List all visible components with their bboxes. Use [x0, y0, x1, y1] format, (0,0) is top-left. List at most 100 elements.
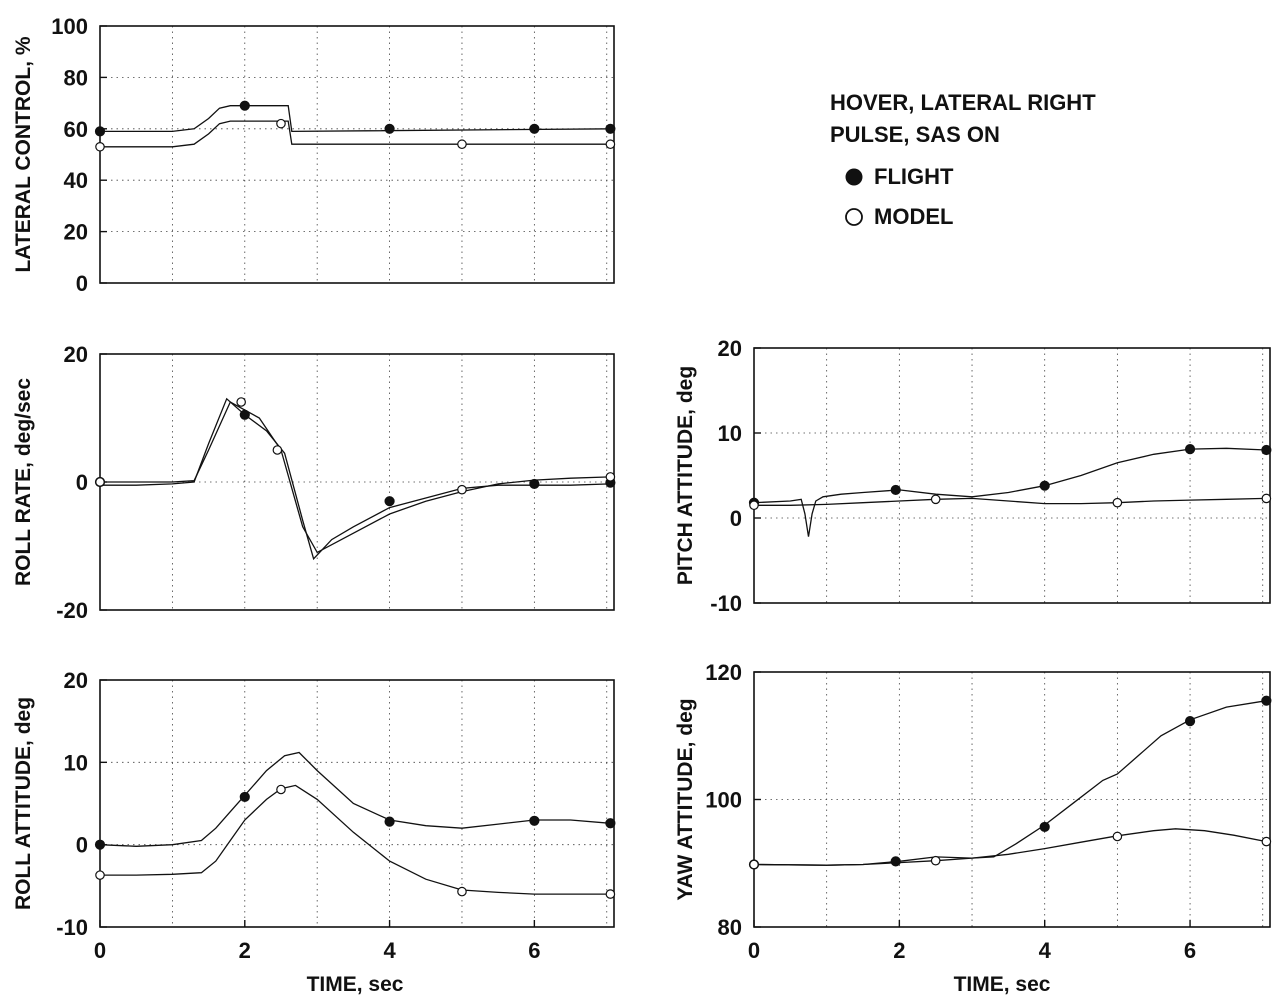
chart-pitch: -10 0 10 20 PITCH ATTITUDE, deg: [674, 336, 1272, 616]
series-line-model: [754, 497, 1267, 506]
flight-data-point: [1039, 821, 1050, 833]
y-tick-label: 60: [64, 117, 88, 142]
series-line-flight: [753, 447, 1267, 537]
model-data-point: [605, 472, 616, 482]
y-tick-label: 120: [705, 660, 742, 685]
series-line-flight: [100, 105, 615, 133]
flight-data-point: [1261, 444, 1272, 456]
x-tick-label: 4: [383, 938, 396, 963]
flight-data-point: [890, 856, 901, 867]
chart-yaw: 80 100 120 0 2 4 6 YAW ATTITUDE, deg TIME, sec: [674, 660, 1272, 996]
series-line-model: [100, 120, 614, 148]
y-tick-label: 100: [51, 14, 88, 39]
legend-model-label: MODEL: [874, 204, 953, 229]
y-tick-label: -20: [56, 598, 88, 623]
y-axis-label: ROLL ATTITUDE, deg: [12, 697, 35, 910]
model-data-point: [276, 118, 286, 129]
y-axis-label: ROLL RATE, deg/sec: [12, 378, 35, 586]
model-data-point: [930, 494, 941, 505]
series-line-flight: [100, 397, 611, 561]
flight-data-point: [1184, 444, 1196, 455]
flight-data-point: [605, 818, 616, 829]
flight-data-point: [605, 123, 616, 134]
y-tick-label: 20: [718, 336, 742, 361]
model-marker-icon: [845, 208, 863, 226]
flight-data-point: [384, 496, 395, 507]
flight-data-point: [94, 839, 106, 850]
y-axis-label: YAW ATTITUDE, deg: [674, 698, 697, 900]
model-data-point: [605, 139, 616, 150]
y-tick-label: 20: [64, 342, 88, 367]
flight-data-point: [529, 123, 540, 134]
x-tick-label: 4: [1039, 938, 1052, 963]
legend-title-line2: PULSE, SAS ON: [830, 122, 1000, 147]
y-tick-label: 0: [76, 470, 88, 495]
y-tick-label: 80: [64, 65, 88, 90]
y-tick-label: 20: [64, 668, 88, 693]
model-data-point: [930, 855, 941, 866]
y-tick-label: 0: [76, 833, 88, 858]
series-line-model: [100, 784, 611, 895]
model-data-point: [1112, 831, 1123, 842]
y-axis-label: LATERAL CONTROL, %: [12, 36, 35, 272]
flight-data-point: [529, 815, 540, 826]
x-tick-label: 2: [239, 938, 251, 963]
model-data-point: [272, 445, 283, 455]
flight-data-point: [239, 100, 250, 111]
model-data-point: [457, 484, 467, 495]
y-tick-label: 40: [64, 168, 88, 193]
flight-marker-icon: [845, 168, 863, 186]
model-data-point: [1261, 836, 1272, 847]
y-tick-label: 0: [730, 506, 742, 531]
flight-data-point: [1261, 695, 1272, 706]
y-tick-label: 80: [718, 915, 742, 940]
x-tick-label: 2: [893, 938, 905, 963]
y-tick-label: 20: [64, 220, 88, 245]
x-tick-label: 0: [748, 938, 760, 963]
legend: HOVER, LATERAL RIGHT PULSE, SAS ON FLIGH…: [830, 90, 1096, 229]
y-tick-label: 10: [64, 750, 88, 775]
model-data-point: [1112, 497, 1123, 508]
model-data-point: [236, 397, 246, 407]
model-data-point: [749, 859, 759, 870]
flight-data-point: [94, 126, 106, 137]
model-data-point: [605, 889, 616, 899]
y-tick-label: -10: [710, 591, 742, 616]
x-tick-label: 6: [1184, 938, 1196, 963]
x-tick-label: 0: [94, 938, 106, 963]
series-line-model: [753, 828, 1267, 866]
y-tick-label: 10: [718, 421, 742, 446]
chart-rollrate: -20 0 20 ROLL RATE, deg/sec: [12, 342, 616, 623]
x-axis-label: TIME, sec: [954, 973, 1051, 996]
y-tick-label: 100: [705, 788, 742, 813]
plot-frame: [99, 25, 615, 284]
x-tick-label: 6: [528, 938, 540, 963]
model-data-point: [457, 886, 467, 897]
chart-lateral: 0 20 40 60 80 100 LATERAL CONTROL, %: [12, 14, 616, 296]
plot-frame: [753, 347, 1271, 604]
model-data-point: [95, 477, 105, 487]
flight-data-point: [1184, 715, 1196, 727]
model-data-point: [95, 141, 105, 152]
model-data-point: [95, 870, 105, 880]
x-axis-label: TIME, sec: [307, 973, 404, 996]
flight-data-point: [239, 791, 250, 803]
y-tick-label: 0: [76, 271, 88, 296]
flight-data-point: [384, 816, 395, 827]
y-tick-label: -10: [56, 915, 88, 940]
flight-data-point: [529, 478, 540, 490]
y-axis-label: PITCH ATTITUDE, deg: [674, 366, 697, 585]
flight-data-point: [890, 484, 901, 496]
model-data-point: [276, 784, 286, 795]
legend-flight-label: FLIGHT: [874, 164, 954, 189]
plot-frame: [99, 679, 615, 928]
model-data-point: [1261, 493, 1272, 504]
flight-data-point: [1039, 480, 1050, 491]
series-line-model: [100, 401, 611, 554]
flight-data-point: [384, 123, 395, 134]
model-data-point: [457, 139, 467, 150]
legend-title-line1: HOVER, LATERAL RIGHT: [830, 90, 1096, 115]
